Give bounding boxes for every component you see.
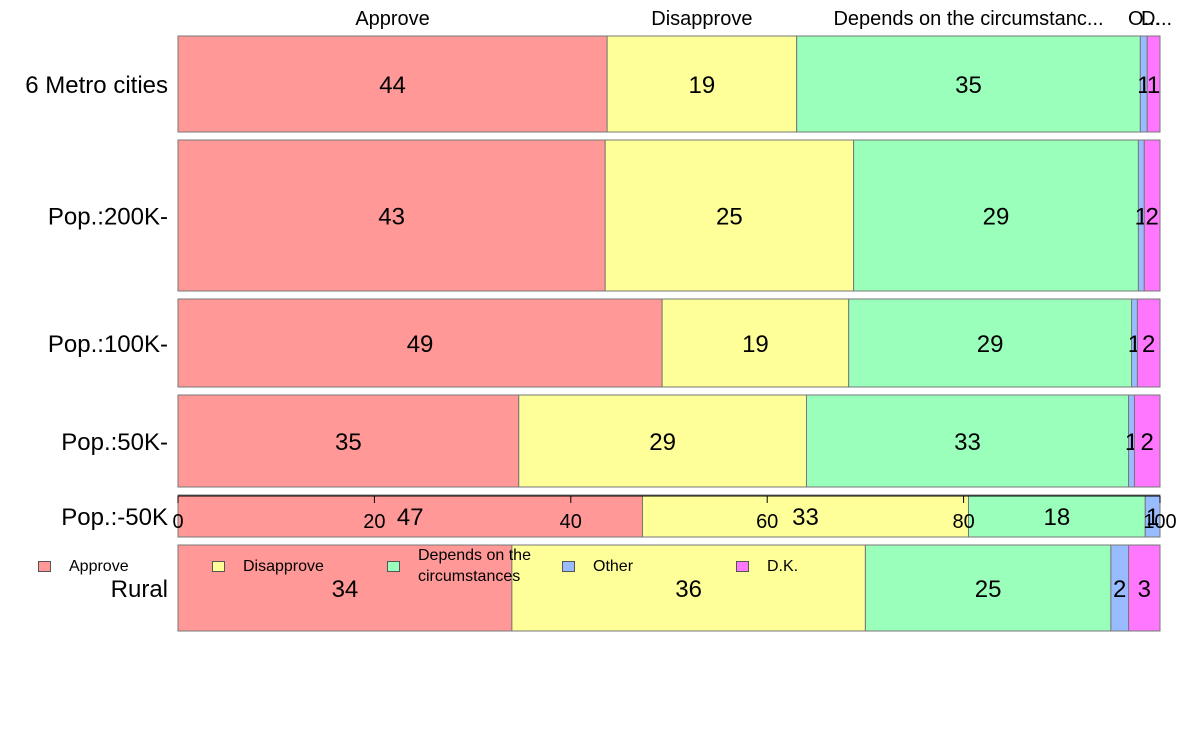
category-label: Pop.:-50K (61, 504, 168, 531)
category-label: Pop.:50K- (61, 429, 168, 456)
data-label: 1 (1147, 72, 1160, 99)
bar-segment (1128, 544, 1161, 632)
bar-segment (661, 298, 850, 388)
bar-segment (518, 394, 807, 488)
data-label: 33 (954, 429, 981, 456)
x-tick-label: 40 (560, 511, 582, 533)
legend-item: Approve (38, 544, 219, 588)
legend-swatch (387, 560, 400, 572)
category-label: Pop.:200K- (48, 204, 168, 231)
data-label: 2 (1142, 331, 1155, 358)
bar-segment (1144, 494, 1161, 538)
data-label: 1 (1146, 504, 1159, 531)
data-label: 29 (649, 429, 676, 456)
bar-segment (177, 394, 520, 488)
bar-segment (177, 298, 663, 388)
legend-label: Approve (69, 557, 129, 575)
legend-item: Disapprove (212, 544, 393, 588)
data-label: 3 (1138, 576, 1151, 603)
data-label: 2 (1113, 576, 1126, 603)
bar-segment (604, 139, 855, 292)
legend-label: D.K. (767, 557, 799, 575)
bar-segment (853, 139, 1139, 292)
x-tick-label: 0 (172, 511, 183, 533)
bar-segment (641, 494, 970, 538)
top-series-label: Disapprove (651, 8, 752, 30)
chart-legend: Approve Disapprove Depends on the circumsta… (38, 544, 938, 594)
x-tick-label: 100 (1143, 511, 1176, 533)
data-label: 36 (675, 576, 702, 603)
top-series-label: D... (1141, 8, 1172, 30)
top-series-label: Approve (355, 8, 430, 30)
data-label: 34 (332, 576, 359, 603)
data-label: 47 (397, 504, 424, 531)
legend-item: Other (562, 544, 743, 588)
legend-swatch (212, 560, 225, 572)
data-label: 35 (335, 429, 362, 456)
data-label: 29 (977, 331, 1004, 358)
bar-segment (177, 544, 513, 632)
category-label: Rural (111, 576, 168, 603)
bar-segment (1143, 139, 1161, 292)
data-label: 2 (1141, 429, 1154, 456)
data-label: 49 (407, 331, 434, 358)
bar-segment (968, 494, 1146, 538)
data-label: 25 (716, 204, 743, 231)
legend-item: Depends on the circumstances (387, 544, 568, 588)
category-label: 6 Metro cities (25, 72, 168, 99)
bar-segment (848, 298, 1133, 388)
bar-segment (796, 35, 1141, 133)
data-label: 33 (792, 504, 819, 531)
bar-segment (511, 544, 866, 632)
bar-segment (864, 544, 1112, 632)
x-tick-label: 20 (363, 511, 385, 533)
legend-swatch (736, 560, 749, 572)
legend-item: D.K. (736, 544, 917, 588)
data-label: 35 (955, 72, 982, 99)
data-label: 2 (1145, 204, 1158, 231)
bar-segment (1136, 298, 1161, 388)
legend-label: Other (593, 557, 634, 575)
legend-label: Disapprove (243, 557, 324, 575)
x-tick-label: 60 (756, 511, 778, 533)
data-label: 25 (975, 576, 1002, 603)
bar-segment (606, 35, 798, 133)
bar-segment (1146, 35, 1161, 133)
x-tick-label: 80 (952, 511, 974, 533)
legend-label: Depends on the circumstances (418, 547, 531, 585)
legend-swatch (38, 560, 51, 572)
bar-segment (177, 494, 643, 538)
data-label: 19 (689, 72, 716, 99)
bar-segment (177, 35, 608, 133)
top-series-label: O... (1128, 8, 1160, 30)
data-label: 43 (378, 204, 405, 231)
category-label: Pop.:100K- (48, 331, 168, 358)
data-label: 18 (1044, 504, 1071, 531)
data-label: 29 (983, 204, 1010, 231)
legend-swatch (562, 560, 575, 572)
top-series-label: Depends on the circumstanc... (833, 8, 1103, 30)
data-label: 19 (742, 331, 769, 358)
data-label: 44 (379, 72, 406, 99)
bar-segment (1133, 394, 1161, 488)
